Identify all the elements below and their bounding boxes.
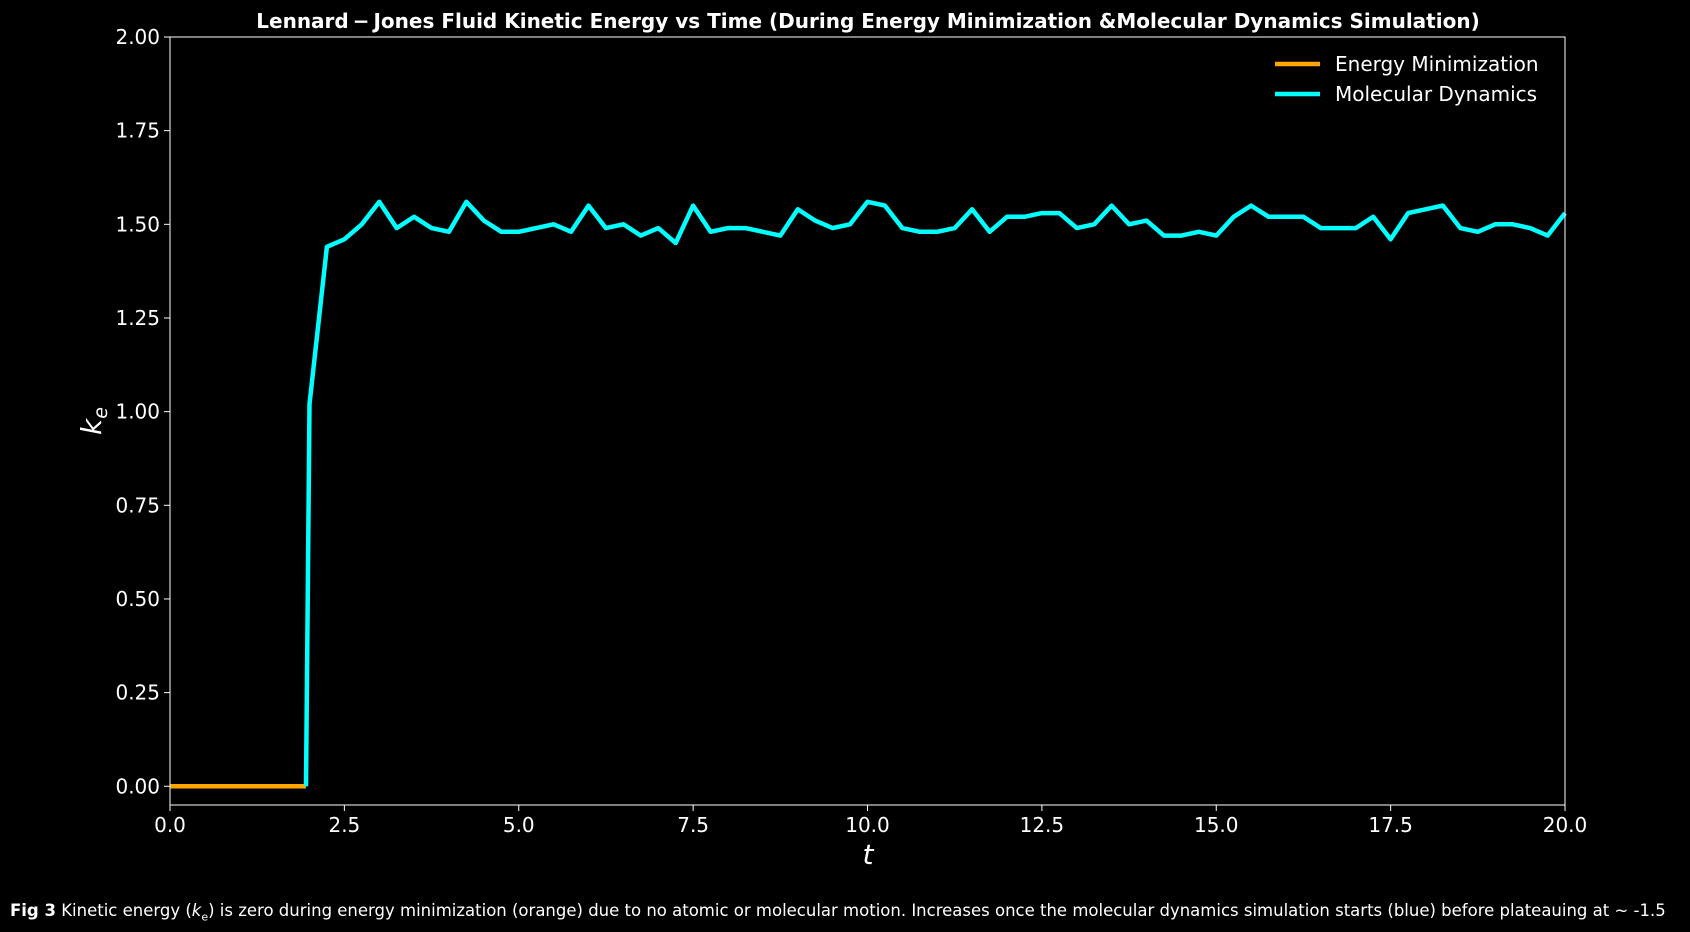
y-tick-label: 0.00 xyxy=(115,774,160,798)
caption-text-before: Kinetic energy ( xyxy=(55,901,192,920)
caption-fig-label: Fig 3 xyxy=(10,901,56,920)
y-tick-label: 0.25 xyxy=(115,681,160,705)
caption-symbol-subscript: e xyxy=(201,910,209,924)
y-tick-label: 1.25 xyxy=(115,306,160,330)
x-tick-label: 5.0 xyxy=(503,813,535,837)
y-tick-label: 0.75 xyxy=(115,493,160,517)
y-tick-label: 1.75 xyxy=(115,119,160,143)
figure-caption: Fig 3 Kinetic energy (ke) is zero during… xyxy=(10,900,1685,928)
x-tick-label: 7.5 xyxy=(677,813,709,837)
caption-symbol: k xyxy=(191,901,202,920)
x-axis: 0.0 2.5 5.0 7.5 10.0 12.5 15.0 17.5 20.0 xyxy=(154,805,1587,837)
chart-title: Lennard − Jones Fluid Kinetic Energy vs … xyxy=(256,9,1479,33)
legend: Energy Minimization Molecular Dynamics xyxy=(1275,52,1539,106)
legend-label-2: Molecular Dynamics xyxy=(1335,82,1537,106)
series-line-2 xyxy=(303,199,1567,787)
x-tick-label: 17.5 xyxy=(1368,813,1413,837)
y-axis-label-main: k xyxy=(75,417,108,435)
y-axis-label-subscript: e xyxy=(90,407,112,419)
y-tick-label: 2.00 xyxy=(115,25,160,49)
y-tick-label: 0.50 xyxy=(115,587,160,611)
y-tick-label: 1.50 xyxy=(115,212,160,236)
x-tick-label: 15.0 xyxy=(1194,813,1239,837)
caption-text-after: ) is zero during energy minimization (or… xyxy=(208,901,1666,920)
y-axis: 0.00 0.25 0.50 0.75 1.00 1.25 1.50 1.75 2.00 xyxy=(115,25,170,798)
series-layer xyxy=(170,199,1567,789)
x-tick-label: 20.0 xyxy=(1543,813,1588,837)
x-tick-label: 2.5 xyxy=(328,813,360,837)
x-tick-label: 10.0 xyxy=(845,813,890,837)
x-tick-label: 12.5 xyxy=(1020,813,1065,837)
x-axis-label: t xyxy=(863,838,875,871)
y-axis-label: ke xyxy=(75,407,112,435)
y-tick-label: 1.00 xyxy=(115,400,160,424)
legend-label-1: Energy Minimization xyxy=(1335,52,1539,76)
x-tick-label: 0.0 xyxy=(154,813,186,837)
